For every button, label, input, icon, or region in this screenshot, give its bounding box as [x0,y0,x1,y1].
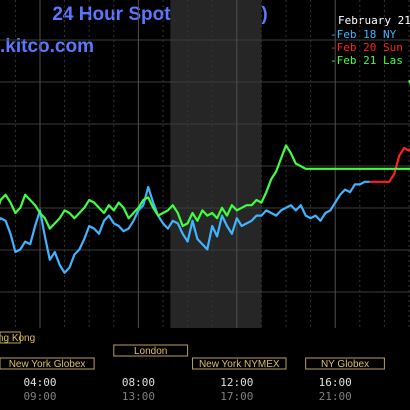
series-line-1 [0,180,370,274]
x-tick-sublabel: 13:00 [122,390,155,403]
x-tick-sublabel: 09:00 [23,390,56,403]
session-label: New York Globex [9,359,86,370]
legend-entry: -Feb 18 NY [330,28,397,41]
market-sessions-bar: Hong Kong New York Globex London New York N… [0,331,385,370]
x-tick-label: 12:00 [220,376,253,389]
session-box [113,344,189,357]
series-line-3 [0,144,410,230]
session-box [0,357,95,370]
x-tick-label: 08:00 [122,376,155,389]
legend-entry: -Feb 20 Sun [330,41,403,54]
date-label: February 21 [338,14,410,27]
shaded-region [170,0,262,328]
session-label: Hong Kong [0,333,35,344]
session-label: London [134,346,167,357]
kitco-logo-text: .kitco.com [0,36,94,57]
legend: -Feb 18 NY-Feb 20 Sun-Feb 21 Las [330,28,403,67]
x-tick-sublabel: 21:00 [319,390,352,403]
session-label: New York NYMEX [199,359,280,370]
session-label: NY Globex [321,359,369,370]
session-box [192,357,287,370]
x-tick-sublabel: 17:00 [220,390,253,403]
plot-area [0,0,410,328]
session-box [0,331,21,344]
x-tick-label: 04:00 [23,376,56,389]
x-tick-label: 16:00 [319,376,352,389]
legend-entry: -Feb 21 Las [330,54,403,67]
series-line-2 [369,146,410,183]
session-box [305,357,385,370]
